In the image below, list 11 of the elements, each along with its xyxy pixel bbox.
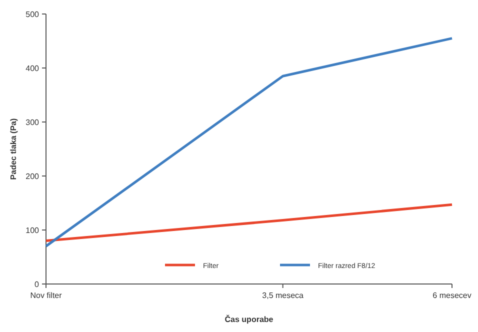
x-axis-title: Čas uporabe [224,314,274,324]
y-tick-label: 500 [26,10,40,19]
y-tick-label: 400 [26,64,40,73]
x-tick-label: Nov filter [30,291,62,300]
y-axis-title: Padec tlaka (Pa) [9,118,18,180]
y-tick-label: 100 [26,226,40,235]
y-tick-label: 0 [34,280,40,289]
x-tick-label: 6 mesecev [432,291,472,300]
x-tick-label: 3,5 meseca [262,291,304,300]
y-tick-label: 300 [26,118,40,127]
y-tick-label: 200 [26,172,40,181]
